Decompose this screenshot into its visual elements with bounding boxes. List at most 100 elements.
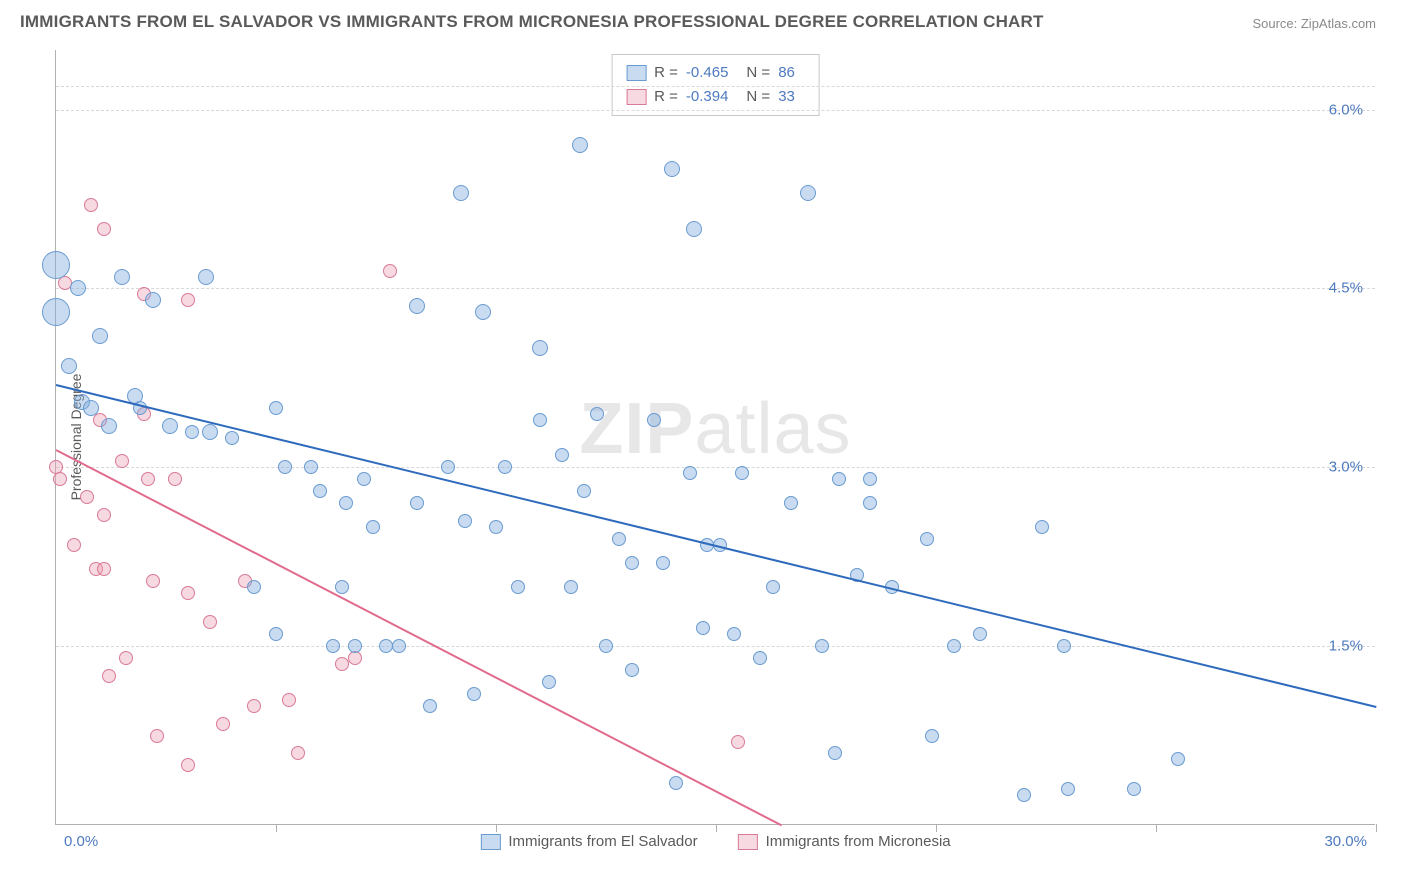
- data-point: [863, 496, 877, 510]
- data-point: [97, 508, 111, 522]
- data-point: [828, 746, 842, 760]
- data-point: [832, 472, 846, 486]
- swatch-series-2: [626, 89, 646, 105]
- data-point: [282, 693, 296, 707]
- data-point: [313, 484, 327, 498]
- data-point: [348, 651, 362, 665]
- data-point: [357, 472, 371, 486]
- data-point: [304, 460, 318, 474]
- data-point: [42, 298, 70, 326]
- plot-area: Professional Degree ZIPatlas R = -0.465 …: [55, 50, 1375, 825]
- data-point: [656, 556, 670, 570]
- data-point: [647, 413, 661, 427]
- legend-swatch-1: [480, 834, 500, 850]
- data-point: [533, 413, 547, 427]
- trend-line: [56, 384, 1376, 708]
- y-tick-label: 6.0%: [1329, 101, 1363, 118]
- data-point: [168, 472, 182, 486]
- x-axis-min-label: 0.0%: [64, 833, 98, 850]
- x-tick: [1376, 824, 1377, 832]
- data-point: [61, 358, 77, 374]
- data-point: [216, 717, 230, 731]
- swatch-series-1: [626, 65, 646, 81]
- data-point: [335, 580, 349, 594]
- n-label-2: N =: [746, 85, 770, 109]
- x-tick: [496, 824, 497, 832]
- data-point: [577, 484, 591, 498]
- data-point: [599, 639, 613, 653]
- y-tick-label: 3.0%: [1329, 459, 1363, 476]
- data-point: [84, 198, 98, 212]
- data-point: [67, 538, 81, 552]
- data-point: [498, 460, 512, 474]
- data-point: [203, 615, 217, 629]
- correlation-row-2: R = -0.394 N = 33: [626, 85, 805, 109]
- watermark: ZIPatlas: [579, 388, 851, 470]
- data-point: [383, 264, 397, 278]
- data-point: [410, 496, 424, 510]
- r-label-1: R =: [654, 61, 678, 85]
- data-point: [863, 472, 877, 486]
- data-point: [335, 657, 349, 671]
- legend-label-1: Immigrants from El Salvador: [508, 833, 697, 850]
- r-value-1: -0.465: [686, 61, 739, 85]
- x-tick: [1156, 824, 1157, 832]
- data-point: [696, 621, 710, 635]
- data-point: [115, 454, 129, 468]
- data-point: [1061, 782, 1075, 796]
- data-point: [42, 251, 70, 279]
- data-point: [800, 185, 816, 201]
- chart-title: IMMIGRANTS FROM EL SALVADOR VS IMMIGRANT…: [20, 12, 1044, 32]
- data-point: [225, 431, 239, 445]
- data-point: [97, 222, 111, 236]
- data-point: [185, 425, 199, 439]
- data-point: [409, 298, 425, 314]
- watermark-light: atlas: [694, 389, 851, 469]
- data-point: [202, 424, 218, 440]
- data-point: [291, 746, 305, 760]
- data-point: [269, 401, 283, 415]
- r-value-2: -0.394: [686, 85, 739, 109]
- data-point: [458, 514, 472, 528]
- data-point: [247, 699, 261, 713]
- data-point: [198, 269, 214, 285]
- data-point: [70, 280, 86, 296]
- data-point: [326, 639, 340, 653]
- data-point: [269, 627, 283, 641]
- data-point: [92, 328, 108, 344]
- watermark-bold: ZIP: [579, 389, 694, 469]
- data-point: [181, 758, 195, 772]
- legend-item-1: Immigrants from El Salvador: [480, 833, 697, 850]
- data-point: [150, 729, 164, 743]
- legend-item-2: Immigrants from Micronesia: [738, 833, 951, 850]
- data-point: [625, 663, 639, 677]
- data-point: [141, 472, 155, 486]
- data-point: [815, 639, 829, 653]
- gridline: [56, 110, 1375, 111]
- data-point: [925, 729, 939, 743]
- gridline: [56, 467, 1375, 468]
- n-value-1: 86: [778, 61, 805, 85]
- data-point: [669, 776, 683, 790]
- data-point: [102, 669, 116, 683]
- data-point: [727, 627, 741, 641]
- legend-label-2: Immigrants from Micronesia: [766, 833, 951, 850]
- data-point: [590, 407, 604, 421]
- data-point: [181, 293, 195, 307]
- data-point: [555, 448, 569, 462]
- source-label: Source: ZipAtlas.com: [1252, 16, 1376, 31]
- data-point: [467, 687, 481, 701]
- data-point: [475, 304, 491, 320]
- y-tick-label: 1.5%: [1329, 638, 1363, 655]
- data-point: [542, 675, 556, 689]
- data-point: [683, 466, 697, 480]
- x-axis-max-label: 30.0%: [1324, 833, 1367, 850]
- data-point: [489, 520, 503, 534]
- data-point: [973, 627, 987, 641]
- n-value-2: 33: [778, 85, 805, 109]
- x-tick: [716, 824, 717, 832]
- data-point: [784, 496, 798, 510]
- data-point: [366, 520, 380, 534]
- data-point: [532, 340, 548, 356]
- data-point: [453, 185, 469, 201]
